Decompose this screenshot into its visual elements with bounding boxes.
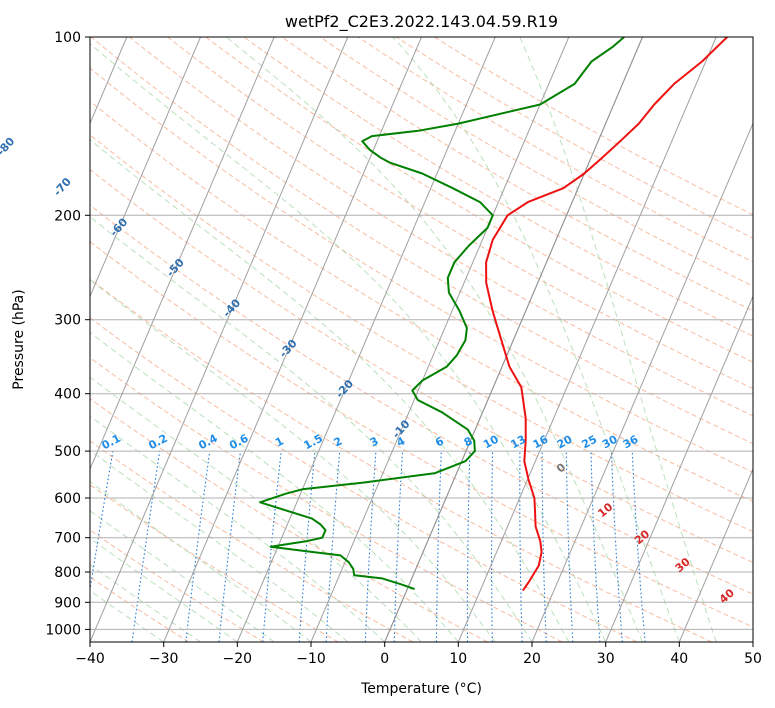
dry-adiabat [90,168,753,564]
isotherm-zero-line [384,37,643,642]
isotherm-line [236,37,496,642]
y-axis: 100 200 300 400 500 600 700 800 900 1000 [45,30,90,638]
dry-adiabat [205,37,753,363]
dry-adiabat [90,134,753,533]
dry-adiabat [396,37,753,239]
y-tick-label: 300 [54,313,81,329]
y-tick-label: 200 [54,208,81,224]
isotherm-line [90,37,275,471]
moist-adiabat [90,42,607,642]
mixing-ratio-label: 16 [531,433,551,452]
isotherm-line [531,122,753,642]
mixing-ratio-label: 10 [481,433,501,452]
y-tick-label: 900 [54,595,81,611]
dry-adiabat [167,37,753,390]
dry-adiabat [90,37,753,445]
y-axis-label: Pressure (hPa) [11,289,27,389]
y-tick-label: 700 [54,531,81,547]
dewpoint-profile-line [259,37,625,591]
mixing-ratio-line [262,451,282,642]
moist-adiabat [90,279,496,642]
x-axis-label: Temperature (°C) [360,681,482,697]
isotherm-lines [90,37,753,642]
y-tick-label: 500 [54,444,81,460]
mixing-ratio-label: 25 [580,433,600,452]
isotherm-line [678,467,753,642]
mixing-ratio-line [218,451,242,642]
x-tick-label: 20 [523,651,541,667]
moist-adiabat [90,216,533,642]
moist-adiabat [392,37,680,642]
dry-adiabat [281,37,753,312]
dry-adiabat [90,204,753,595]
mixing-ratio-label: 13 [508,433,528,452]
dry-adiabat [129,37,753,417]
moist-adiabat [90,415,386,642]
isotherm-line [605,295,753,642]
background-lines [90,37,753,642]
mixing-ratio-label: 20 [555,433,575,452]
dry-adiabat [90,241,753,628]
dry-adiabat [90,317,638,642]
x-tick-label: −30 [149,651,179,667]
temperature-profile-line [485,37,728,592]
mixing-ratio-label: 30 [600,433,620,452]
moist-adiabat [90,481,312,642]
moist-adiabat [90,510,275,642]
y-tick-label: 400 [54,387,81,403]
x-tick-label: −20 [223,651,253,667]
isotherm-line [90,37,201,298]
y-tick-label: 800 [54,565,81,581]
plot-frame [89,36,754,643]
moist-adiabat [90,590,164,642]
isotherm-line [90,37,349,642]
dry-adiabat [90,440,414,642]
moist-adiabat [90,331,459,642]
moist-adiabat [90,564,201,642]
dry-adiabat [90,529,264,642]
x-tick-label: −10 [296,651,326,667]
x-tick-label: −40 [75,651,105,667]
moist-adiabat [225,37,643,642]
plot-area [90,37,753,642]
dry-adiabat [243,37,753,337]
dry-adiabat [90,67,753,473]
isotherm-line [457,37,717,642]
x-tick-label: 40 [670,651,688,667]
profile-lines [259,37,728,592]
pressure-grid [90,37,753,630]
y-tick-label: 1000 [45,622,81,638]
x-tick-label: 10 [449,651,467,667]
mixing-ratio-line [185,451,211,642]
isotherm-line [163,37,422,642]
moist-adiabat [519,37,717,642]
x-tick-label: 30 [597,651,615,667]
x-tick-label: 0 [380,651,389,667]
x-tick-label: 50 [744,651,762,667]
isotherm-line [310,37,570,642]
dry-adiabat [90,278,712,642]
mixing-ratio-line [298,451,316,642]
dry-adiabat [357,37,753,263]
y-tick-label: 100 [54,30,81,46]
moist-adiabat [90,537,238,642]
x-axis: −40 −30 −20 −10 0 10 20 30 40 50 [75,642,762,667]
moist-adiabat [90,138,570,642]
y-tick-label: 600 [54,491,81,507]
mixing-ratio-label: 36 [621,433,641,452]
mixing-ratio-line [631,451,646,642]
chart-title: wetPf2_C2E3.2022.143.04.59.R19 [285,12,558,32]
